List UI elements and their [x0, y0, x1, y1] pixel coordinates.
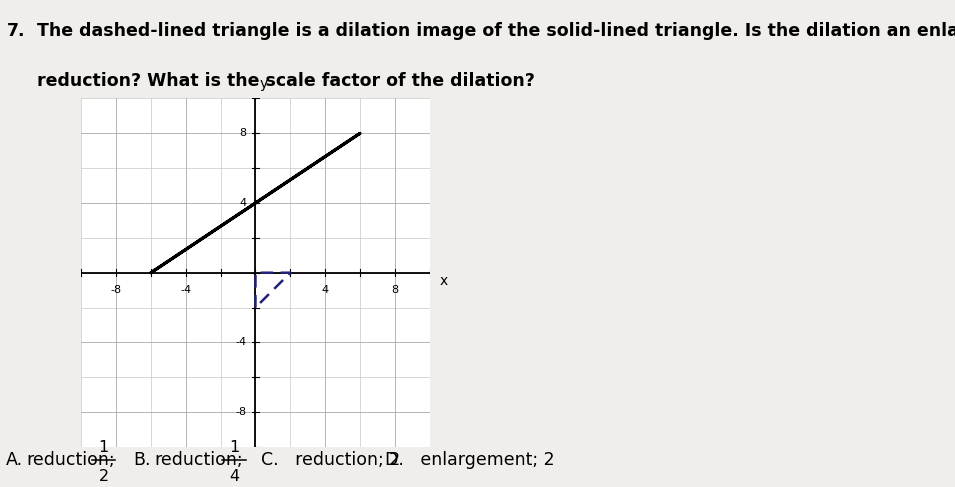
Text: The dashed-lined triangle is a dilation image of the solid-lined triangle. Is th: The dashed-lined triangle is a dilation … — [37, 22, 955, 40]
Text: 8: 8 — [392, 285, 398, 295]
Text: D.   enlargement; 2: D. enlargement; 2 — [385, 451, 555, 469]
Text: reduction;: reduction; — [154, 451, 243, 469]
Text: 8: 8 — [240, 128, 246, 138]
Text: y: y — [260, 77, 268, 92]
Text: 4: 4 — [322, 285, 329, 295]
Text: reduction? What is the scale factor of the dilation?: reduction? What is the scale factor of t… — [37, 72, 535, 90]
Text: C.   reduction; 2: C. reduction; 2 — [261, 451, 400, 469]
Text: reduction;: reduction; — [27, 451, 116, 469]
Text: 1: 1 — [229, 440, 239, 454]
Text: x: x — [439, 275, 448, 288]
Text: 7.: 7. — [7, 22, 26, 40]
Text: A.: A. — [6, 451, 23, 469]
Text: B.: B. — [133, 451, 151, 469]
Text: 1: 1 — [98, 440, 109, 454]
Text: -8: -8 — [111, 285, 121, 295]
Text: 4: 4 — [229, 469, 239, 484]
Text: -8: -8 — [236, 407, 246, 417]
Text: 4: 4 — [240, 198, 246, 208]
Text: -4: -4 — [236, 337, 246, 347]
Text: -4: -4 — [180, 285, 191, 295]
Text: 2: 2 — [98, 469, 109, 484]
